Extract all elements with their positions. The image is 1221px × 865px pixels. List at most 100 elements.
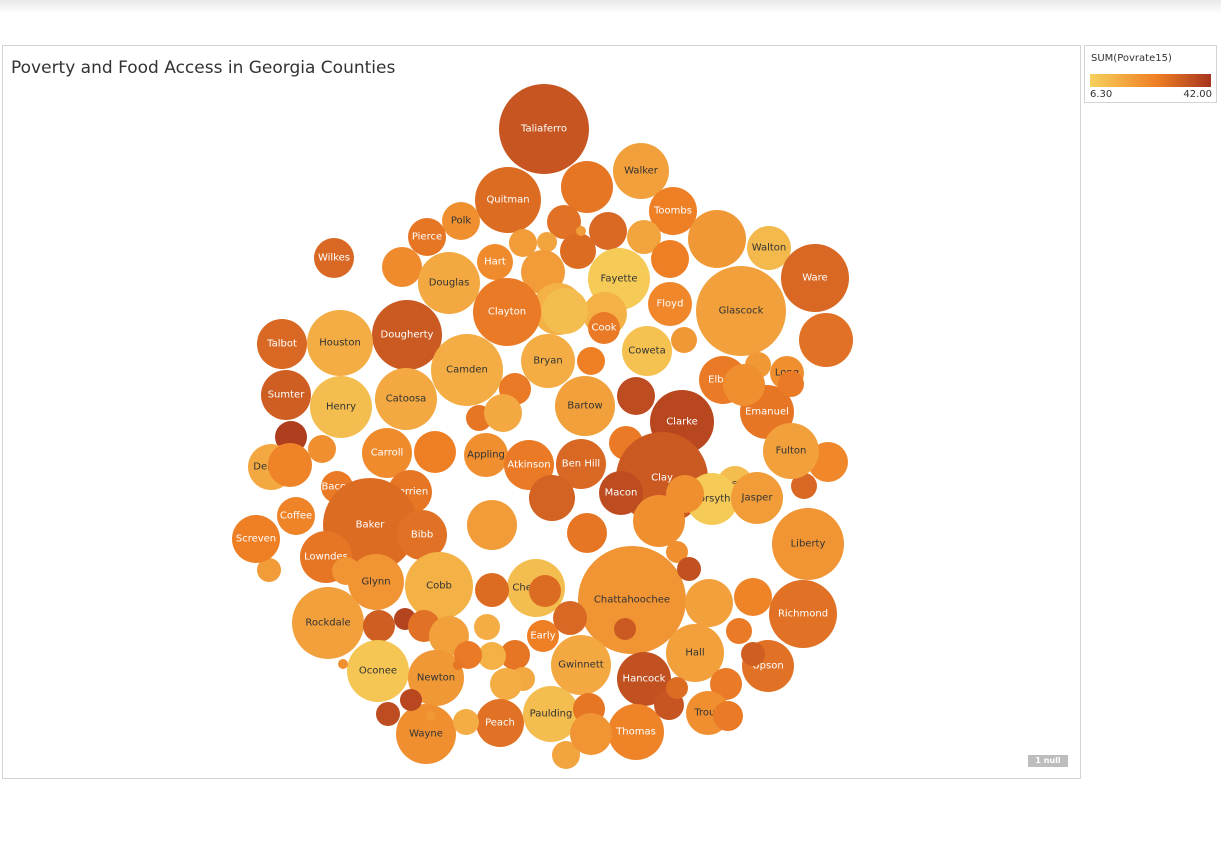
bubble-unlabeled-85[interactable] [257,558,281,582]
bubble-circle[interactable] [453,709,479,735]
bubble-unlabeled-11[interactable] [688,210,746,268]
bubble-jasper[interactable]: Jasper [731,472,783,524]
bubble-walton[interactable]: Walton [747,226,791,270]
bubble-unlabeled-114[interactable] [614,618,636,640]
bubble-circle[interactable] [614,618,636,640]
bubble-circle[interactable] [791,473,817,499]
bubble-unlabeled-116[interactable] [500,640,530,670]
bubble-early[interactable]: Early [527,620,559,652]
bubble-unlabeled-134[interactable] [453,660,463,670]
bubble-circle[interactable] [617,377,655,415]
bubble-floyd[interactable]: Floyd [648,282,692,326]
bubble-circle[interactable] [464,433,508,477]
bubble-unlabeled-90[interactable] [475,573,509,607]
bubble-henry[interactable]: Henry [310,376,372,438]
bubble-unlabeled-18[interactable] [382,247,422,287]
bubble-circle[interactable] [671,327,697,353]
bubble-circle[interactable] [627,220,661,254]
bubble-unlabeled-16[interactable] [537,232,557,252]
bubble-unlabeled-14[interactable] [560,233,596,269]
bubble-circle[interactable] [552,741,580,769]
bubble-circle[interactable] [314,238,354,278]
bubble-circle[interactable] [577,347,605,375]
bubble-circle[interactable] [551,635,611,695]
bubble-circle[interactable] [666,677,688,699]
bubble-polk[interactable]: Polk [442,202,480,240]
bubble-circle[interactable] [741,642,765,666]
bubble-circle[interactable] [556,439,606,489]
bubble-screven[interactable]: Screven [232,515,280,563]
bubble-circle[interactable] [677,557,701,581]
bubble-circle[interactable] [523,686,579,742]
bubble-circle[interactable] [648,282,692,326]
bubble-unlabeled-96[interactable] [363,610,395,642]
bubble-unlabeled-22[interactable] [651,240,689,278]
bubble-sumter[interactable]: Sumter [261,370,311,420]
bubble-ben-hill[interactable]: Ben Hill [556,439,606,489]
bubble-circle[interactable] [553,601,587,635]
bubble-circle[interactable] [382,247,422,287]
bubble-circle[interactable] [713,701,743,731]
bubble-circle[interactable] [599,471,643,515]
bubble-circle[interactable] [799,313,853,367]
bubble-unlabeled-110[interactable] [726,618,752,644]
bubble-atkinson[interactable]: Atkinson [504,440,554,490]
bubble-circle[interactable] [307,310,373,376]
bubble-circle[interactable] [397,510,447,560]
bubble-unlabeled-113[interactable] [677,557,701,581]
bubble-unlabeled-51[interactable] [778,371,804,397]
bubble-unlabeled-20[interactable] [521,250,565,294]
bubble-unlabeled-120[interactable] [490,668,522,700]
bubble-circle[interactable] [310,376,372,438]
bubble-toombs[interactable]: Toombs [649,187,697,235]
bubble-circle[interactable] [405,552,473,620]
bubble-circle[interactable] [376,702,400,726]
bubble-circle[interactable] [257,558,281,582]
bubble-unlabeled-54[interactable] [308,435,336,463]
bubble-circle[interactable] [363,610,395,642]
bubble-unlabeled-128[interactable] [713,701,743,731]
bubble-unlabeled-15[interactable] [509,229,537,257]
bubble-circle[interactable] [431,334,503,406]
bubble-douglas[interactable]: Douglas [418,252,480,314]
bubble-circle[interactable] [500,640,530,670]
bubble-unlabeled-9[interactable] [627,220,661,254]
bubble-unlabeled-111[interactable] [741,642,765,666]
bubble-unlabeled-92[interactable] [685,579,733,627]
bubble-catoosa[interactable]: Catoosa [375,368,437,430]
bubble-circle[interactable] [372,300,442,370]
bubble-circle[interactable] [509,229,537,257]
bubble-circle[interactable] [396,704,456,764]
bubble-bibb[interactable]: Bibb [397,510,447,560]
bubble-walker[interactable]: Walker [613,143,669,199]
bubble-circle[interactable] [521,334,575,388]
bubble-circle[interactable] [772,508,844,580]
bubble-unlabeled-78[interactable] [467,500,517,550]
bubble-richmond[interactable]: Richmond [769,580,837,648]
bubble-oconee[interactable]: Oconee [347,640,409,702]
bubble-circle[interactable] [232,515,280,563]
bubble-talbot[interactable]: Talbot [257,319,307,369]
bubble-circle[interactable] [613,143,669,199]
bubble-circle[interactable] [547,205,581,239]
bubble-carroll[interactable]: Carroll [362,428,412,478]
bubble-unlabeled-135[interactable] [426,711,436,721]
bubble-circle[interactable] [347,640,409,702]
bubble-camden[interactable]: Camden [431,334,503,406]
bubble-circle[interactable] [688,210,746,268]
bubble-quitman[interactable]: Quitman [475,167,541,233]
bubble-circle[interactable] [490,668,522,700]
bubble-circle[interactable] [414,431,456,473]
bubble-fulton[interactable]: Fulton [763,423,819,479]
bubble-appling[interactable]: Appling [464,433,508,477]
bubble-circle[interactable] [308,435,336,463]
bubble-unlabeled-112[interactable] [666,541,688,563]
bubble-unlabeled-17[interactable] [576,226,586,236]
bubble-liberty[interactable]: Liberty [772,508,844,580]
bubble-paulding[interactable]: Paulding [523,686,579,742]
bubble-circle[interactable] [257,319,307,369]
bubble-newton[interactable]: Newton [408,650,464,706]
bubble-cobb[interactable]: Cobb [405,552,473,620]
bubble-hancock[interactable]: Hancock [617,652,671,706]
bubble-hart[interactable]: Hart [477,244,513,280]
